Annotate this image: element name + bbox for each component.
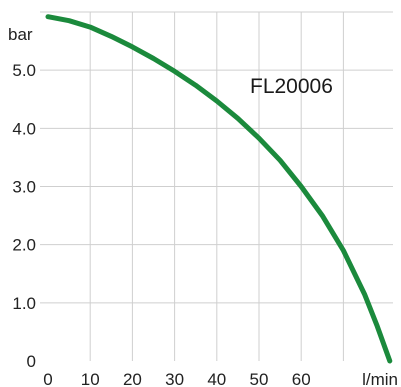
y-tick-labels: 0 1.0 2.0 3.0 4.0 5.0 — [12, 61, 36, 371]
x-tick-label: 10 — [81, 370, 100, 387]
x-tick-label: 0 — [43, 370, 52, 387]
y-tick-label: 0 — [27, 352, 36, 371]
y-tick-label: 2.0 — [12, 236, 36, 255]
series-line — [45, 14, 393, 364]
x-axis-unit: l/min — [362, 370, 398, 387]
x-tick-label: 60 — [292, 370, 311, 387]
y-tick-label: 5.0 — [12, 61, 36, 80]
x-tick-label: 20 — [123, 370, 142, 387]
y-tick-label: 3.0 — [12, 178, 36, 197]
x-tick-label: 40 — [207, 370, 226, 387]
series-label: FL20006 — [250, 75, 333, 98]
grid — [40, 11, 393, 361]
x-tick-label: 30 — [165, 370, 184, 387]
y-axis-unit: bar — [8, 25, 33, 44]
y-tick-label: 1.0 — [12, 294, 36, 313]
y-tick-label: 4.0 — [12, 119, 36, 138]
x-tick-labels: 0 10 20 30 40 50 60 — [43, 370, 310, 387]
x-tick-label: 50 — [250, 370, 269, 387]
